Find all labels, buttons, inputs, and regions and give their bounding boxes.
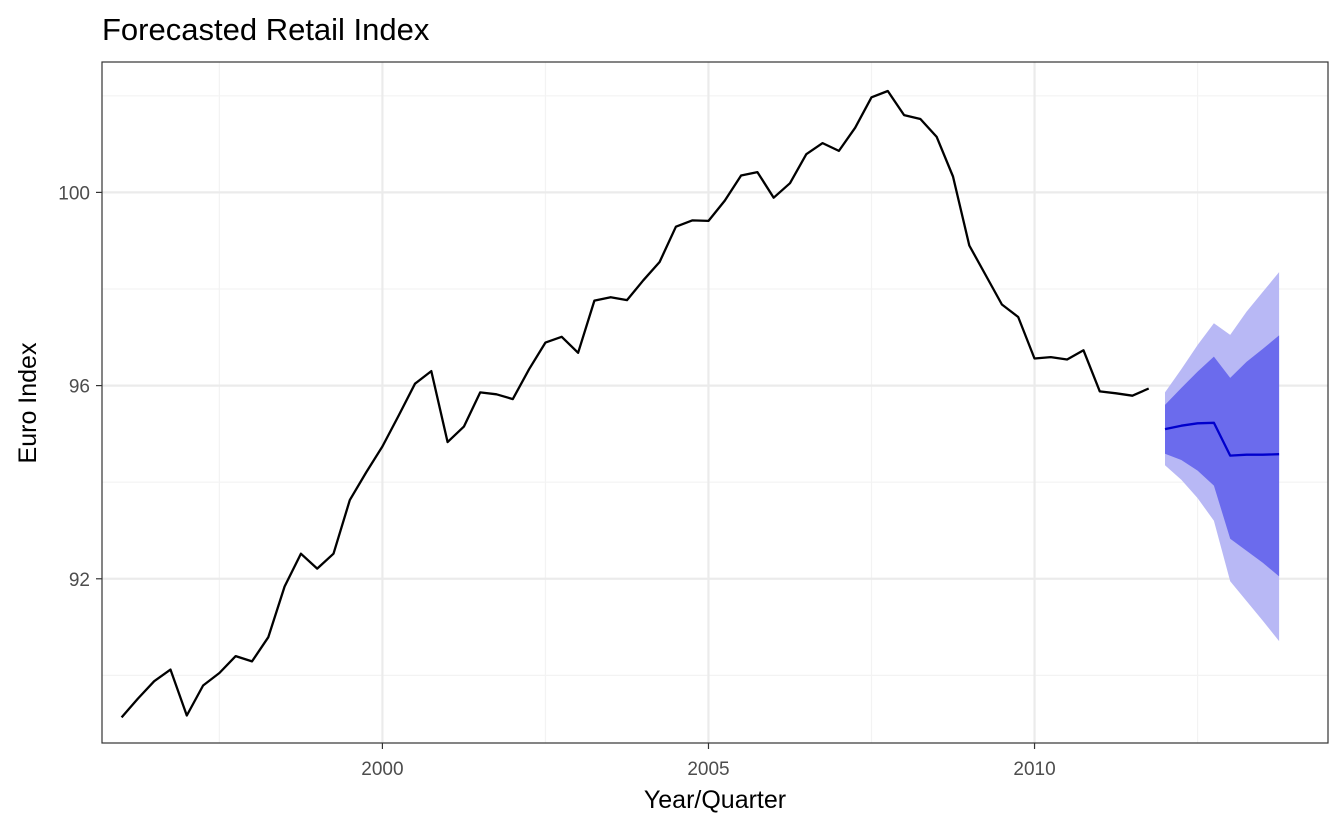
series-lines — [120, 89, 1280, 719]
x-tick-label: 2005 — [687, 759, 729, 780]
x-tick-label: 2000 — [361, 759, 403, 780]
y-axis-title: Euro Index — [14, 342, 42, 463]
y-tick-label: 92 — [69, 570, 90, 591]
forecast-line — [1164, 421, 1280, 457]
y-tick-label: 100 — [58, 183, 90, 204]
x-axis: 2000 2005 2010 — [361, 743, 1056, 780]
interval-80-band — [1165, 335, 1280, 577]
minor-grid — [102, 62, 1328, 743]
x-axis-title: Year/Quarter — [644, 786, 786, 814]
x-tick-label: 2010 — [1013, 759, 1055, 780]
major-grid — [102, 62, 1328, 743]
y-tick-label: 96 — [69, 377, 90, 398]
forecast-intervals — [1165, 272, 1280, 642]
y-axis: 92 96 100 — [58, 183, 102, 591]
history-line — [120, 89, 1150, 719]
panel-border — [101, 61, 1329, 744]
chart-title: Forecasted Retail Index — [102, 12, 430, 47]
